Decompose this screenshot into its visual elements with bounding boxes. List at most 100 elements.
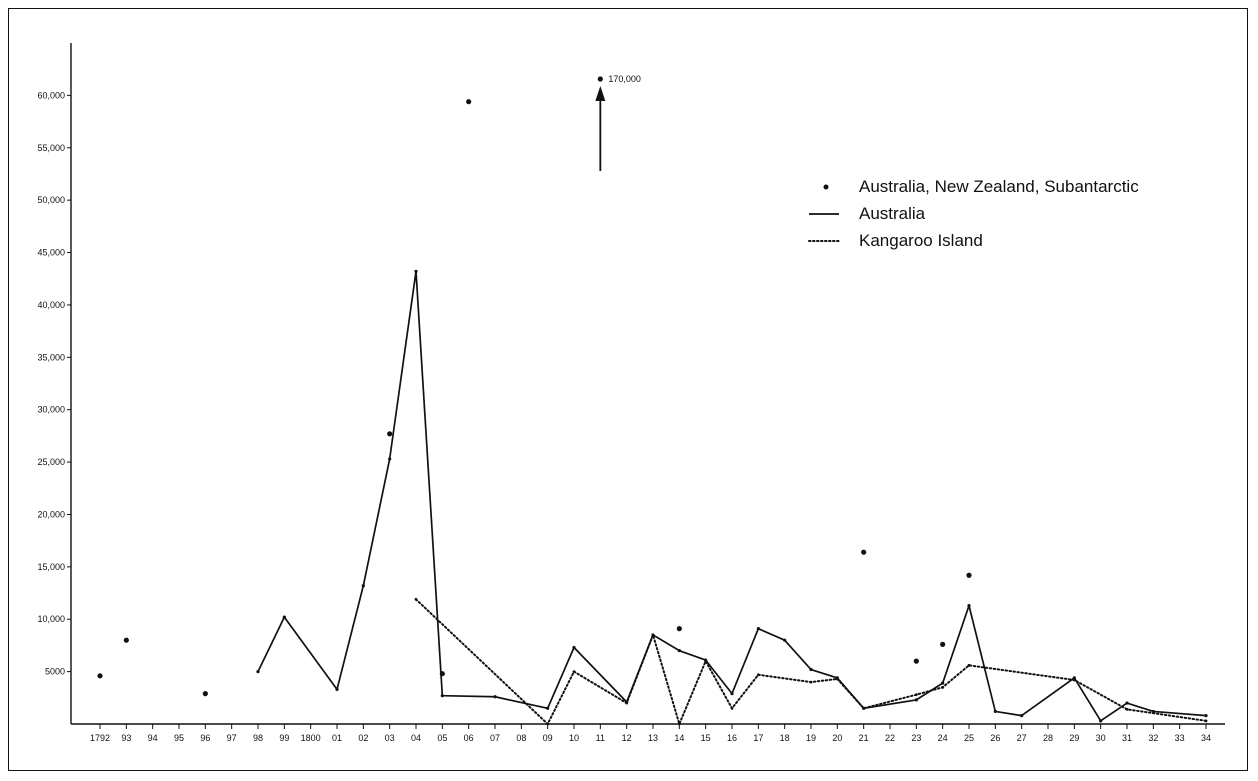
x-tick-label: 09 xyxy=(543,733,553,743)
data-point xyxy=(941,685,945,689)
data-point xyxy=(625,701,629,705)
x-tick-label: 07 xyxy=(490,733,500,743)
data-point xyxy=(282,615,286,619)
data-point xyxy=(388,457,392,461)
x-tick-label: 22 xyxy=(885,733,895,743)
data-point xyxy=(572,670,576,674)
data-point xyxy=(862,706,866,710)
x-tick-label: 26 xyxy=(990,733,1000,743)
data-point xyxy=(493,695,497,699)
x-tick-label: 23 xyxy=(911,733,921,743)
data-point xyxy=(387,431,393,437)
data-point xyxy=(940,641,946,647)
x-axis-ticks: 1792 93 94 95 96 97 98 99 1800 01 02 03 04 05 06 07 08 09… xyxy=(90,724,1211,743)
y-tick-label: 40,000 xyxy=(37,300,65,310)
annotation-arrow-head xyxy=(595,86,606,101)
x-tick-label: 96 xyxy=(200,733,210,743)
data-point xyxy=(1125,707,1129,711)
x-tick-label: 95 xyxy=(174,733,184,743)
data-point xyxy=(809,680,813,684)
data-point xyxy=(466,99,472,105)
x-tick-label: 02 xyxy=(358,733,368,743)
x-tick-label: 17 xyxy=(753,733,763,743)
x-tick-label: 31 xyxy=(1122,733,1132,743)
data-point xyxy=(756,673,760,677)
data-point xyxy=(913,658,919,664)
y-tick-label: 45,000 xyxy=(37,248,65,258)
data-point xyxy=(202,691,208,697)
series-0 xyxy=(97,99,972,697)
data-point xyxy=(546,706,550,710)
x-tick-label: 06 xyxy=(464,733,474,743)
x-tick-label: 27 xyxy=(1017,733,1027,743)
data-point xyxy=(967,663,971,667)
data-point xyxy=(677,649,681,653)
x-tick-label: 21 xyxy=(859,733,869,743)
figure-frame: 5000 10,000 15,000 20,000 25,000 30,000 35,000… xyxy=(8,8,1248,771)
x-tick-label: 15 xyxy=(701,733,711,743)
data-point xyxy=(783,638,787,642)
series-line-australia xyxy=(257,270,1207,722)
data-point xyxy=(676,626,682,632)
y-tick-label: 10,000 xyxy=(37,614,65,624)
x-tick-label: 97 xyxy=(227,733,237,743)
y-tick-label: 15,000 xyxy=(37,562,65,572)
legend-label: Australia xyxy=(859,204,926,223)
data-point xyxy=(704,659,708,663)
data-point xyxy=(256,670,260,674)
data-point xyxy=(1099,719,1103,723)
data-point xyxy=(914,693,918,697)
x-tick-label: 14 xyxy=(674,733,684,743)
x-tick-label: 99 xyxy=(279,733,289,743)
y-tick-label: 60,000 xyxy=(37,90,65,100)
x-tick-label: 98 xyxy=(253,733,263,743)
x-tick-label: 30 xyxy=(1096,733,1106,743)
data-point xyxy=(993,709,997,714)
data-point xyxy=(809,667,813,672)
data-point xyxy=(97,673,103,679)
data-point xyxy=(914,698,918,702)
data-point xyxy=(1072,676,1076,680)
data-point xyxy=(1204,719,1208,723)
x-tick-label: 34 xyxy=(1201,733,1211,743)
series-1 xyxy=(256,269,1208,723)
data-point xyxy=(677,722,681,726)
x-tick-label: 08 xyxy=(516,733,526,743)
y-axis-ticks: 5000 10,000 15,000 20,000 25,000 30,000 35,000… xyxy=(37,90,71,677)
chart: 5000 10,000 15,000 20,000 25,000 30,000 35,000… xyxy=(37,43,1225,743)
y-tick-label: 50,000 xyxy=(37,195,65,205)
x-tick-label: 28 xyxy=(1043,733,1053,743)
data-point xyxy=(123,637,129,643)
data-point xyxy=(572,645,576,650)
x-tick-label: 18 xyxy=(780,733,790,743)
y-tick-label: 20,000 xyxy=(37,509,65,519)
legend-swatch-dot xyxy=(823,184,829,190)
data-point xyxy=(335,687,339,692)
legend: Australia, New Zealand, Subantarctic Aust… xyxy=(808,177,1139,250)
y-tick-label: 5000 xyxy=(45,667,65,677)
data-point xyxy=(361,584,365,588)
x-tick-label: 1800 xyxy=(301,733,321,743)
data-point xyxy=(1204,714,1208,718)
data-point xyxy=(861,549,867,555)
data-point xyxy=(1072,678,1076,682)
data-point xyxy=(440,694,444,698)
annotation-point xyxy=(597,76,603,82)
data-point xyxy=(730,692,734,696)
series-2 xyxy=(414,597,1208,727)
data-point xyxy=(730,706,734,710)
x-tick-label: 03 xyxy=(385,733,395,743)
x-tick-label: 04 xyxy=(411,733,421,743)
x-tick-label: 33 xyxy=(1175,733,1185,743)
data-point xyxy=(414,597,418,601)
data-point xyxy=(756,627,760,631)
x-tick-label: 05 xyxy=(437,733,447,743)
data-point xyxy=(414,269,418,273)
y-tick-label: 30,000 xyxy=(37,405,65,415)
legend-label: Kangaroo Island xyxy=(859,231,983,250)
data-point xyxy=(941,681,945,685)
x-tick-label: 25 xyxy=(964,733,974,743)
annotation-label: 170,000 xyxy=(608,74,641,84)
data-point xyxy=(835,677,839,681)
y-tick-label: 25,000 xyxy=(37,457,65,467)
